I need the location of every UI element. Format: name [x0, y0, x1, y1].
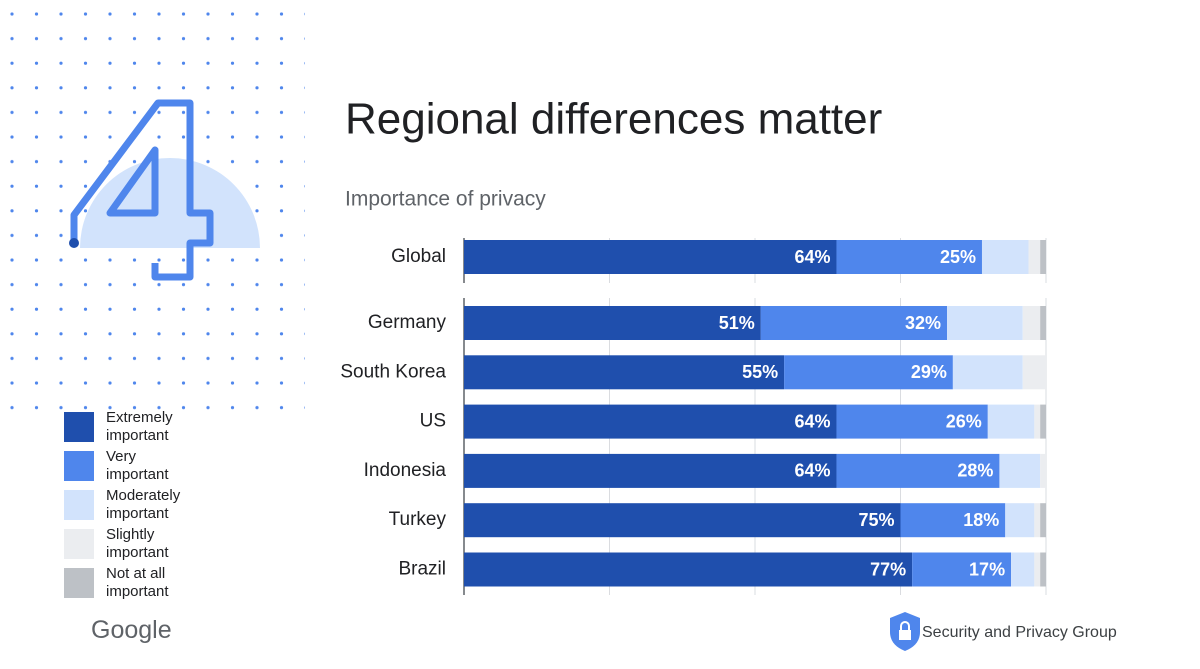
bar-segment [1028, 240, 1041, 274]
category-label: Global [391, 246, 446, 267]
category-label: Brazil [398, 559, 446, 580]
brand: Google [91, 616, 172, 644]
bar-segment [1040, 404, 1046, 439]
bar-segment [1040, 306, 1046, 340]
semicircle [80, 158, 260, 248]
bar-segment [1034, 503, 1041, 538]
value-label: 26% [946, 411, 982, 431]
value-label: 64% [794, 461, 830, 481]
bar-segment [1005, 503, 1035, 538]
bar-segment [1022, 355, 1046, 390]
value-label: 25% [940, 247, 976, 267]
bar-segment [1022, 306, 1041, 340]
bar-segment [836, 240, 982, 274]
legend-label: Not at all important [106, 565, 169, 600]
bar-segment [784, 355, 953, 390]
bar-segment [947, 306, 1023, 340]
bar-segment [464, 306, 761, 340]
value-label: 51% [719, 313, 755, 333]
value-label: 32% [905, 313, 941, 333]
bar-segment [836, 404, 988, 439]
bar-segment [1040, 453, 1046, 488]
bar-segment [1011, 552, 1035, 587]
bar-segment [464, 404, 837, 439]
legend-label: Moderately important [106, 487, 181, 522]
chart-subtitle: Importance of privacy [345, 188, 546, 211]
legend-label: Very important [106, 448, 169, 483]
lock-icon [899, 630, 911, 640]
legend-swatch [64, 529, 94, 559]
bar-segment [464, 503, 901, 538]
value-label: 28% [957, 461, 993, 481]
bar-segment [836, 453, 1000, 488]
bar-segment [1040, 552, 1046, 587]
bar-segment [464, 355, 785, 390]
bar-segment [999, 453, 1041, 488]
bar-segment [1034, 552, 1041, 587]
value-label: 29% [911, 362, 947, 382]
footer-group: Security and Privacy Group [922, 624, 1117, 641]
legend-label: Extremely important [106, 409, 173, 444]
value-label: 18% [963, 510, 999, 530]
bar-segment [981, 240, 1029, 274]
category-label: South Korea [340, 361, 446, 382]
legend-item: Moderately important [64, 487, 196, 522]
category-label: Germany [368, 312, 447, 333]
bar-segment [464, 552, 913, 587]
value-label: 75% [858, 510, 894, 530]
bar-segment [987, 404, 1035, 439]
bar-segment [760, 306, 948, 340]
bar-segment [912, 552, 1012, 587]
category-label: US [420, 411, 446, 432]
legend-label: Slightly important [106, 526, 169, 561]
category-label: Indonesia [364, 460, 447, 481]
legend-item: Extremely important [64, 409, 173, 444]
value-label: 64% [794, 247, 830, 267]
numeral-four [70, 99, 214, 281]
value-label: 55% [742, 362, 778, 382]
chart-title: Regional differences matter [345, 95, 882, 144]
bar-segment [900, 503, 1006, 538]
legend-item: Very important [64, 448, 169, 483]
value-label: 17% [969, 559, 1005, 579]
bar-segment [464, 240, 837, 274]
value-label: 77% [870, 559, 906, 579]
legend-swatch [64, 451, 94, 481]
category-label: Turkey [389, 509, 447, 530]
numeral-four-inner [106, 146, 159, 217]
bar-segment [952, 355, 1023, 390]
bar-segment [464, 453, 837, 488]
value-label: 64% [794, 411, 830, 431]
legend-swatch [64, 568, 94, 598]
legend-item: Not at all important [64, 565, 169, 600]
legend-swatch [64, 412, 94, 442]
bar-segment [1034, 404, 1041, 439]
legend-item: Slightly important [64, 526, 169, 561]
bar-segment [1040, 503, 1046, 538]
numeral-dot [69, 238, 79, 248]
legend-swatch [64, 490, 94, 520]
bar-segment [1040, 240, 1046, 274]
lock-shackle [900, 621, 910, 630]
